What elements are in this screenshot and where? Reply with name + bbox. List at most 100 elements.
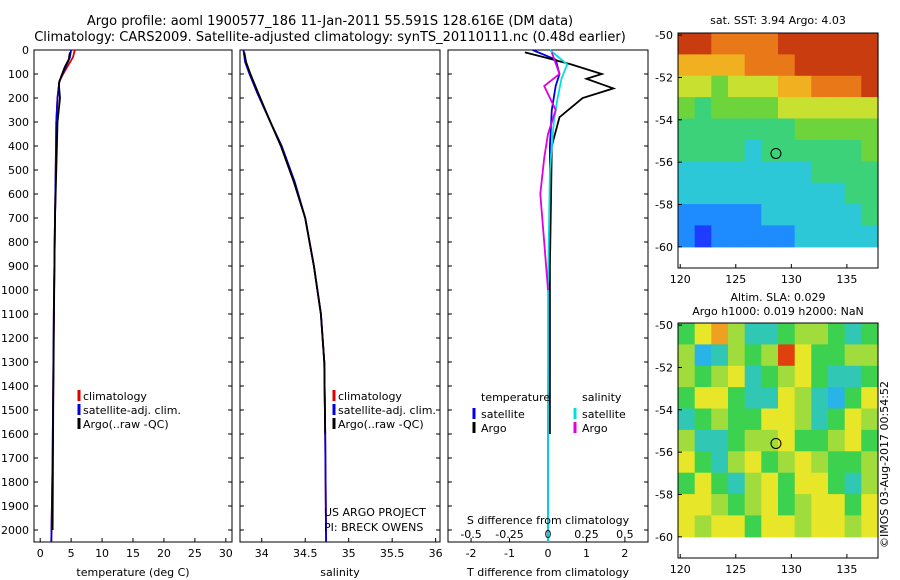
sla_map-ytick-label: -56: [655, 446, 673, 459]
sla_map-ytick-label: -58: [655, 488, 673, 501]
sla_map-cell: [694, 344, 712, 367]
sdiff-tick-label: 0: [545, 528, 552, 541]
title-line-2: Climatology: CARS2009. Satellite-adjuste…: [34, 30, 626, 45]
sst-map-panel: 120 125 130 135 -50 -52 -54 -56 -58 -60 sat. SST: …: [655, 14, 879, 286]
sst_map-cell: [761, 97, 779, 120]
sla_map-cell: [711, 323, 729, 345]
salinity-legend-entry: Argo(..raw -QC): [338, 418, 424, 431]
sla_map-cell: [828, 365, 846, 388]
sst_map-ytick-label: -52: [655, 71, 673, 84]
sla_map-cell: [828, 451, 846, 474]
sla_map-cell: [861, 451, 879, 474]
sla_map-cell: [744, 365, 762, 388]
sst_map-cell: [844, 204, 862, 227]
depth-tick-label: 0: [22, 44, 29, 57]
sst_map-cell: [694, 139, 712, 162]
sst_map-cell: [828, 161, 846, 184]
sla_map-cell: [694, 494, 712, 517]
difference-panel: -2 -1 0 1 2 T difference from climatology -0.5…: [447, 49, 649, 579]
depth-tick-label: 1400: [1, 380, 29, 393]
sla_map-cell: [728, 344, 746, 367]
difference-xtick-label: 1: [583, 547, 590, 560]
sla_map-cell: [678, 472, 696, 495]
sla_map-cell: [811, 515, 829, 538]
sla_map-cell: [678, 429, 696, 452]
difference-xtick-label: 0: [545, 547, 552, 560]
title-line-1: Argo profile: aoml 1900577_186 11-Jan-20…: [86, 14, 574, 29]
imos-stamp: ©IMOS 03-Aug-2017 00:54:52: [878, 381, 891, 548]
project-credit: US ARGO PROJECT: [324, 506, 426, 519]
sla_map-cell: [744, 429, 762, 452]
sst_map-cell: [778, 225, 796, 248]
sla_map-cell: [678, 515, 696, 538]
salinity-series-line: [243, 52, 327, 435]
sla_map-cell: [711, 387, 729, 410]
sla_map-cell: [678, 408, 696, 431]
sla_map-cell: [778, 472, 796, 495]
sla_map-cell: [711, 515, 729, 538]
sla_map-cell: [828, 323, 846, 345]
depth-tick-label: 1000: [1, 284, 29, 297]
sla_map-cell: [728, 451, 746, 474]
sst_map-cell: [744, 204, 762, 227]
temperature-xtick-label: 0: [37, 547, 44, 560]
sst_map-cell: [678, 225, 696, 248]
sla_map-cell: [828, 494, 846, 517]
sla_map-cell: [728, 472, 746, 495]
sst_map-cell: [761, 139, 779, 162]
sla_map-cell: [761, 365, 779, 388]
difference-series-line: [539, 52, 561, 291]
sst_map-cell: [794, 182, 812, 205]
sst_map-cell: [828, 139, 846, 162]
depth-tick-label: 1100: [1, 308, 29, 321]
sst_map-cell: [678, 33, 696, 55]
sst_map-cell: [811, 33, 829, 55]
sst_map-cell: [778, 75, 796, 98]
sla_map-cell: [694, 472, 712, 495]
sst_map-cell: [794, 204, 812, 227]
sst_map-cell: [694, 161, 712, 184]
sst_map-cell: [744, 97, 762, 120]
sst_map-cell: [861, 225, 879, 248]
sst_map-cell: [761, 54, 779, 77]
sst_map-cell: [778, 182, 796, 205]
sla_map-cell: [844, 344, 862, 367]
sst_map-cell: [761, 75, 779, 98]
sla_map-cell: [744, 451, 762, 474]
sst_map-cell: [828, 33, 846, 55]
sst_map-xtick-label: 125: [725, 273, 746, 286]
sst_map-cell: [711, 97, 729, 120]
sla_map-cell: [828, 387, 846, 410]
sla_map-cell: [844, 472, 862, 495]
sla_map-cell: [794, 429, 812, 452]
sla_map-cell: [761, 472, 779, 495]
sst_map-cell: [678, 204, 696, 227]
sla_map-cell: [678, 494, 696, 517]
sla_map-cell: [728, 408, 746, 431]
sst_map-cell: [728, 33, 746, 55]
depth-tick-label: 600: [8, 188, 29, 201]
diff-legend-header-salinity: salinity: [582, 391, 622, 404]
sla_map-cell: [711, 429, 729, 452]
sst_map-cell: [761, 182, 779, 205]
sst_map-cell: [678, 139, 696, 162]
sst_map-cell: [678, 97, 696, 120]
sst_map-cell: [744, 54, 762, 77]
depth-tick-label: 1800: [1, 476, 29, 489]
temperature-xtick-label: 25: [188, 547, 202, 560]
temperature-legend-entry: climatology: [83, 390, 147, 403]
salinity-xtick-label: 36: [429, 547, 443, 560]
diff-legend-entry: Argo: [481, 422, 507, 435]
sla_map-cell: [728, 365, 746, 388]
sst_map-cell: [844, 97, 862, 120]
sst_map-cell: [711, 33, 729, 55]
sst_map-cell: [811, 161, 829, 184]
sst_map-cell: [861, 161, 879, 184]
sst_map-cell: [711, 161, 729, 184]
sla_map-cell: [861, 365, 879, 388]
salinity-plot-frame: [239, 49, 441, 543]
sla_map-cell: [678, 387, 696, 410]
sla_map-cell: [828, 408, 846, 431]
sst_map-frame: [677, 32, 879, 269]
temperature-panel: 0100200300400500600700800900100011001200…: [1, 44, 233, 579]
